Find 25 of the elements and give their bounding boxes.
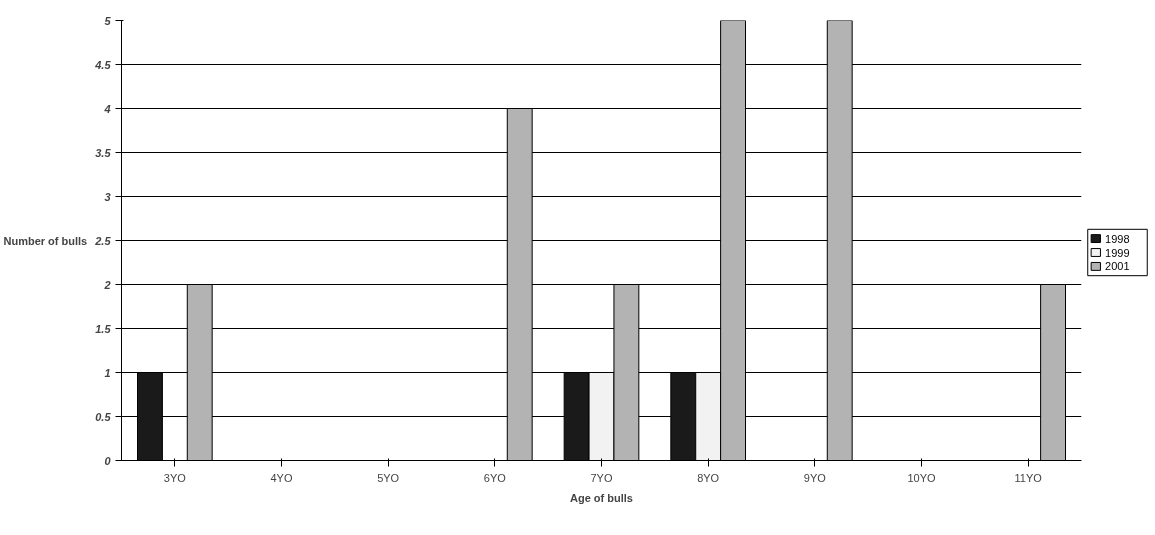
y-tick-label: 5 (104, 14, 112, 27)
y-tick-label: 2 (103, 278, 111, 291)
y-tick-label: 3 (104, 190, 111, 203)
x-tick-label: 3YO (163, 471, 187, 484)
legend-label: 1999 (1105, 246, 1130, 259)
y-axis-title: Number of bulls (3, 234, 88, 247)
x-tick-label: 8YO (697, 471, 720, 484)
x-tick-label: 4YO (270, 471, 293, 484)
y-tick-label: 0 (104, 454, 112, 467)
legend-label: 2001 (1105, 260, 1130, 273)
x-tick-label: 11YO (1014, 471, 1043, 484)
x-axis-title: Age of bulls (570, 491, 633, 504)
x-tick-label: 10YO (907, 471, 937, 484)
x-tick-label: 5YO (377, 471, 400, 484)
x-tick-label: 9YO (803, 471, 827, 484)
y-tick-label: 4 (103, 102, 111, 115)
y-tick-label: 0.5 (95, 410, 112, 423)
y-tick-label: 1.5 (95, 322, 112, 335)
y-tick-label: 2.5 (94, 234, 112, 247)
legend-label: 1998 (1105, 232, 1130, 245)
y-tick-label: 1 (104, 366, 111, 379)
x-tick-label: 7YO (590, 471, 613, 484)
y-tick-label: 3.5 (95, 146, 112, 159)
y-tick-label: 4.5 (94, 58, 112, 71)
x-tick-label: 6YO (483, 471, 507, 484)
